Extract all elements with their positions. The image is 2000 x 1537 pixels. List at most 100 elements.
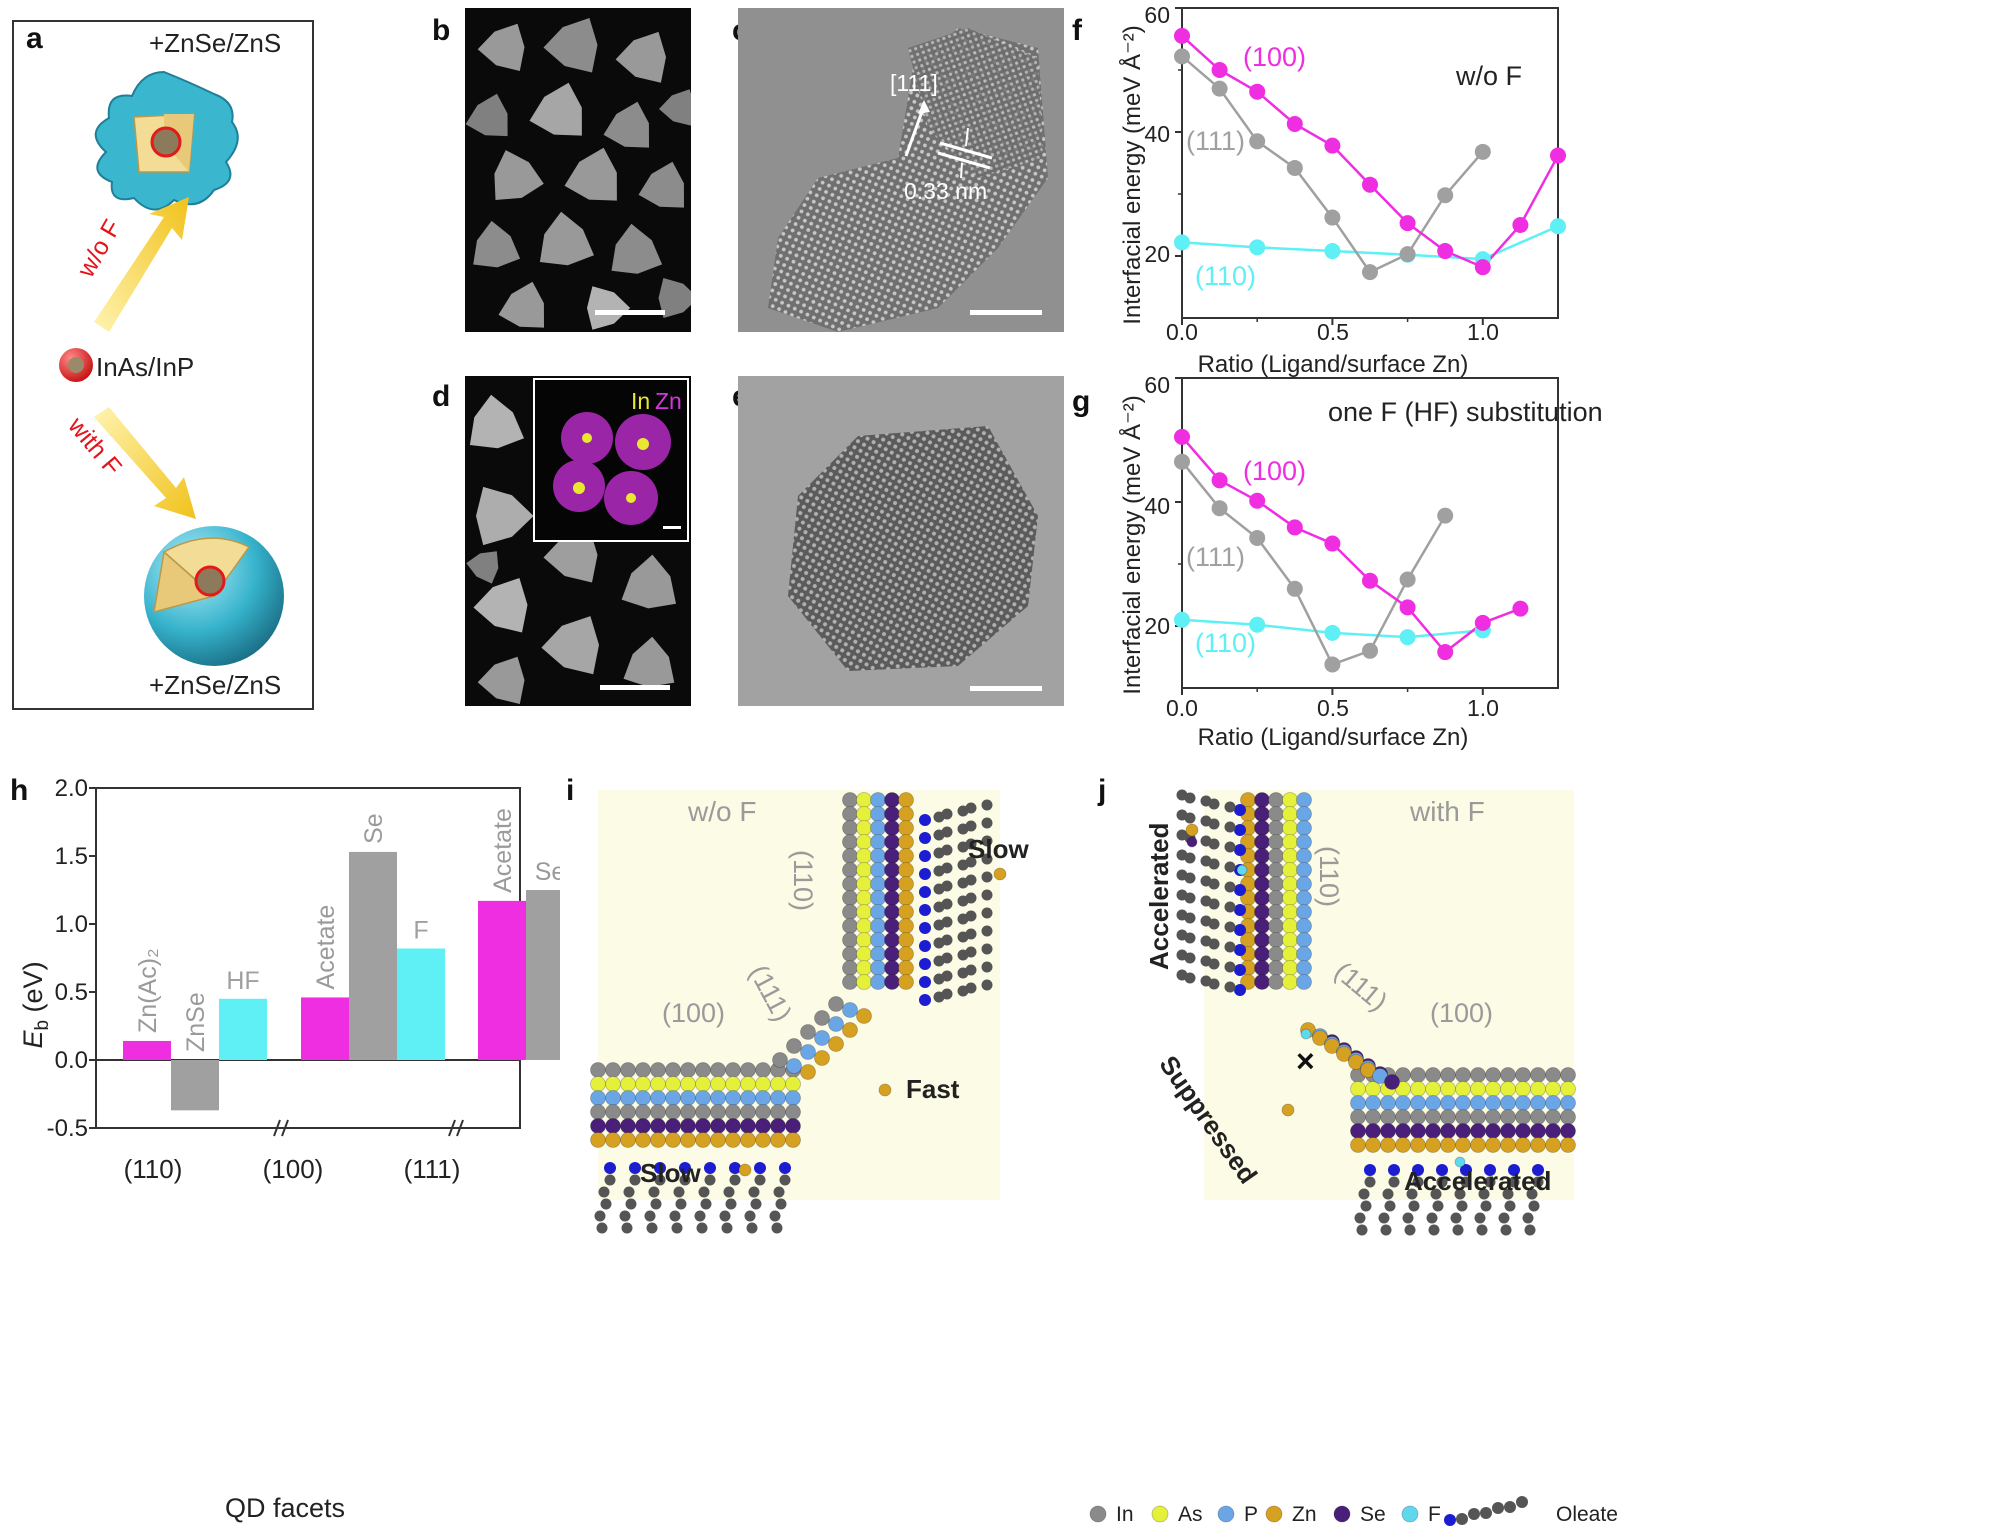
atom bbox=[770, 1076, 786, 1092]
oleate-ligand bbox=[594, 1162, 616, 1234]
atom bbox=[1440, 1095, 1456, 1111]
oleate-ligand bbox=[1176, 869, 1246, 896]
oleate-ligand bbox=[919, 817, 993, 844]
oleate-ligand bbox=[1176, 929, 1246, 956]
atom bbox=[1268, 974, 1284, 990]
atom bbox=[1455, 1109, 1471, 1125]
atom bbox=[1268, 876, 1284, 892]
nanocrystal bbox=[476, 486, 534, 546]
atom bbox=[856, 890, 872, 906]
atom bbox=[842, 890, 858, 906]
chart-f-data-point bbox=[1249, 133, 1266, 150]
atom bbox=[635, 1076, 651, 1092]
chart-g-data-point bbox=[1249, 529, 1266, 546]
atom bbox=[1254, 932, 1270, 948]
atom bbox=[1254, 974, 1270, 990]
atom bbox=[856, 904, 872, 920]
atom bbox=[842, 946, 858, 962]
chart-g-xticks-1: 0.5 bbox=[1317, 695, 1349, 721]
chart-f-data-point bbox=[1174, 234, 1190, 251]
atom bbox=[620, 1118, 636, 1134]
atom bbox=[785, 1104, 801, 1120]
atom bbox=[755, 1062, 771, 1078]
chart-g-data-point bbox=[1362, 642, 1378, 659]
atom bbox=[620, 1062, 636, 1078]
chart-h-yticks-1: 1.5 bbox=[55, 843, 88, 870]
chart-g-data-point bbox=[1324, 535, 1341, 552]
atom bbox=[605, 1076, 621, 1092]
atom bbox=[1410, 1081, 1426, 1097]
atom bbox=[870, 848, 886, 864]
atom bbox=[898, 806, 914, 822]
chart-f-data-point bbox=[1550, 147, 1566, 164]
atom bbox=[800, 1024, 816, 1040]
core-particle bbox=[59, 348, 93, 382]
oleate-ligand bbox=[719, 1162, 741, 1234]
oleate-ligand bbox=[769, 1162, 791, 1234]
spherical-shell-particle bbox=[144, 526, 284, 666]
panel-b-label: b bbox=[432, 14, 451, 47]
atom bbox=[870, 806, 886, 822]
atom bbox=[650, 1062, 666, 1078]
chart-g-ylabel: Interfacial energy (meV Å⁻²) bbox=[1118, 395, 1146, 694]
atom bbox=[814, 1050, 830, 1066]
nanocrystal bbox=[494, 150, 544, 200]
chart-g-label-111: (111) bbox=[1186, 542, 1245, 572]
chart-f-data-point bbox=[1249, 83, 1266, 100]
atom bbox=[856, 792, 872, 808]
atom bbox=[1254, 806, 1270, 822]
atom bbox=[710, 1076, 726, 1092]
chart-g-series-line bbox=[1181, 436, 1521, 654]
atom bbox=[884, 876, 900, 892]
legend-label-in: In bbox=[1116, 1503, 1134, 1526]
atom bbox=[1410, 1123, 1426, 1139]
atom bbox=[1282, 806, 1298, 822]
atom bbox=[725, 1062, 741, 1078]
atom bbox=[898, 960, 914, 976]
panel-h-label: h bbox=[10, 774, 29, 807]
micrograph-c-image bbox=[738, 8, 1064, 332]
chart-g-data-point bbox=[1512, 600, 1529, 617]
atom bbox=[828, 996, 844, 1012]
chart-f-label-100: (100) bbox=[1243, 42, 1306, 72]
atom bbox=[1470, 1095, 1486, 1111]
top-shell-label: +ZnSe/ZnS bbox=[149, 28, 282, 58]
atom bbox=[1440, 1067, 1456, 1083]
atom bbox=[1560, 1123, 1576, 1139]
atom bbox=[740, 1118, 756, 1134]
chart-f-label-111: (111) bbox=[1186, 126, 1245, 156]
chart-h-bar bbox=[478, 900, 526, 1060]
atom bbox=[680, 1104, 696, 1120]
atom bbox=[1365, 1109, 1381, 1125]
atom bbox=[1296, 806, 1312, 822]
axis-break-mark bbox=[448, 1119, 456, 1137]
atom bbox=[1254, 876, 1270, 892]
chart-g-data-point bbox=[1211, 472, 1228, 489]
chart-f-data-point bbox=[1399, 215, 1416, 232]
oleate-ligand bbox=[1450, 1164, 1472, 1236]
chart-g-data-point bbox=[1474, 614, 1491, 631]
binding-energy-bar-chart: Eb (eV) QD facets 2.0 1.5 1.0 0.5 0.0 -0… bbox=[18, 775, 560, 1523]
bottom-shell-label: +ZnSe/ZnS bbox=[149, 670, 282, 700]
oleate-ligand bbox=[694, 1162, 716, 1234]
atom bbox=[1281, 1103, 1295, 1117]
atom bbox=[842, 904, 858, 920]
atom bbox=[856, 848, 872, 864]
micrograph-d-image bbox=[466, 394, 676, 704]
atom bbox=[1268, 834, 1284, 850]
chart-g-data-point bbox=[1174, 453, 1190, 470]
atom bbox=[1254, 820, 1270, 836]
haadf-micrograph-b bbox=[465, 8, 691, 332]
atom bbox=[1515, 1109, 1531, 1125]
atom bbox=[898, 918, 914, 934]
atom bbox=[842, 876, 858, 892]
atom bbox=[786, 1058, 802, 1074]
oleate-ligand bbox=[919, 979, 993, 1006]
micrograph-b-image bbox=[465, 18, 691, 330]
scale-bar bbox=[595, 310, 665, 315]
atom bbox=[842, 1002, 858, 1018]
atom bbox=[1296, 890, 1312, 906]
atom bbox=[1395, 1123, 1411, 1139]
oleate-ligand bbox=[1354, 1164, 1376, 1236]
atom bbox=[635, 1132, 651, 1148]
